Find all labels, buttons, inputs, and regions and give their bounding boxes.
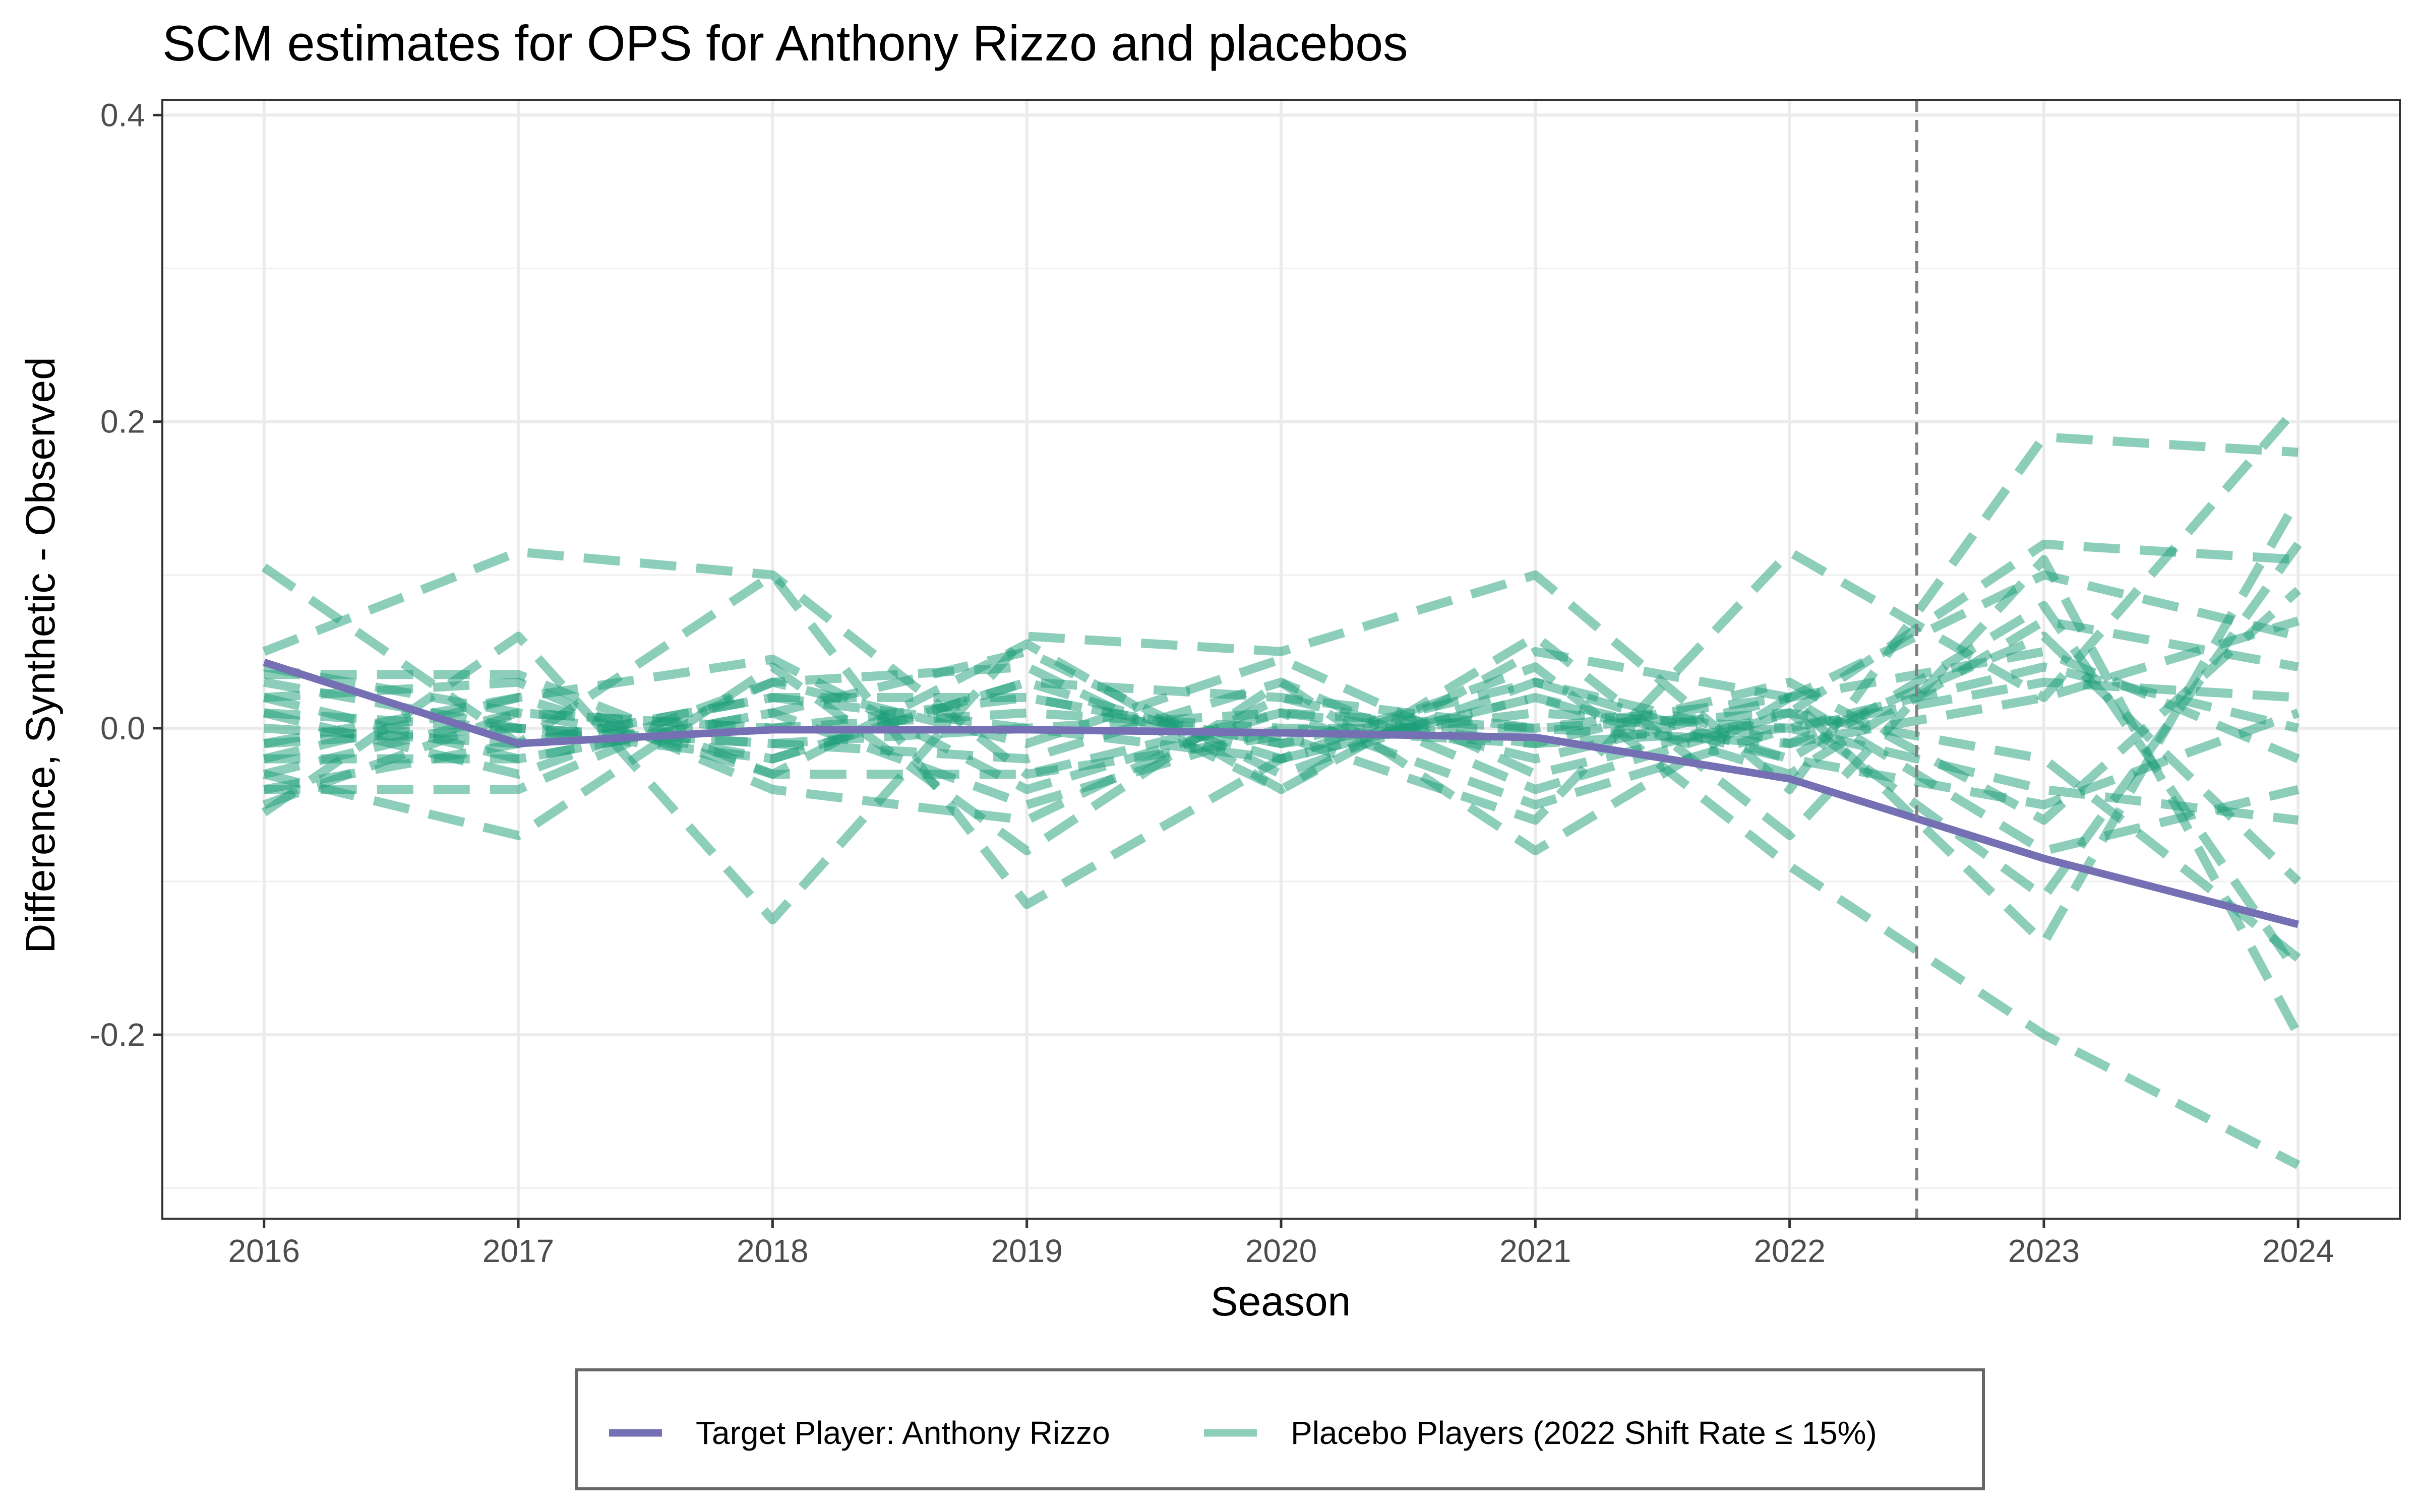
x-tick-label: 2016 xyxy=(228,1233,300,1269)
y-tick-label: 0.2 xyxy=(100,404,145,440)
legend-label-placebo: Placebo Players (2022 Shift Rate ≤ 15%) xyxy=(1291,1415,1877,1451)
x-tick-label: 2022 xyxy=(1753,1233,1825,1269)
x-tick-label: 2021 xyxy=(1499,1233,1571,1269)
y-tick-label: -0.2 xyxy=(90,1017,145,1053)
series-layer xyxy=(261,403,2303,1169)
placebo-series-line xyxy=(263,677,2298,809)
placebo-series-line xyxy=(263,587,2302,825)
placebo-series-line xyxy=(262,677,2300,809)
chart-title: SCM estimates for OPS for Anthony Rizzo … xyxy=(162,15,1408,71)
target-series-line xyxy=(263,658,2300,928)
legend-box xyxy=(575,1368,1985,1490)
x-axis-title: Season xyxy=(1211,1279,1351,1325)
placebo-series-line xyxy=(264,616,2299,779)
y-axis-title: Difference, Synthetic - Observed xyxy=(18,357,64,953)
y-tick-label: 0.0 xyxy=(100,710,145,746)
y-tick-label: 0.4 xyxy=(100,97,145,133)
placebo-series-line xyxy=(263,496,2303,948)
x-tick-label: 2023 xyxy=(2008,1233,2080,1269)
legend-label-target: Target Player: Anthony Rizzo xyxy=(696,1415,1110,1451)
placebo-series-line xyxy=(264,647,2300,763)
x-tick-label: 2018 xyxy=(737,1233,808,1269)
axes: -0.2 0.0 0.2 0.4 2016 2017 2018 2019 2020 2021 202… xyxy=(90,97,2334,1269)
x-tick-label: 2017 xyxy=(482,1233,554,1269)
legend: Target Player: Anthony Rizzo Placebo Pla… xyxy=(575,1368,1985,1490)
placebo-series-line xyxy=(264,555,2303,1037)
placebo-series-line xyxy=(261,432,2298,924)
x-tick-label: 2019 xyxy=(991,1233,1062,1269)
x-tick-label: 2020 xyxy=(1245,1233,1317,1269)
x-tick-label: 2024 xyxy=(2262,1233,2334,1269)
